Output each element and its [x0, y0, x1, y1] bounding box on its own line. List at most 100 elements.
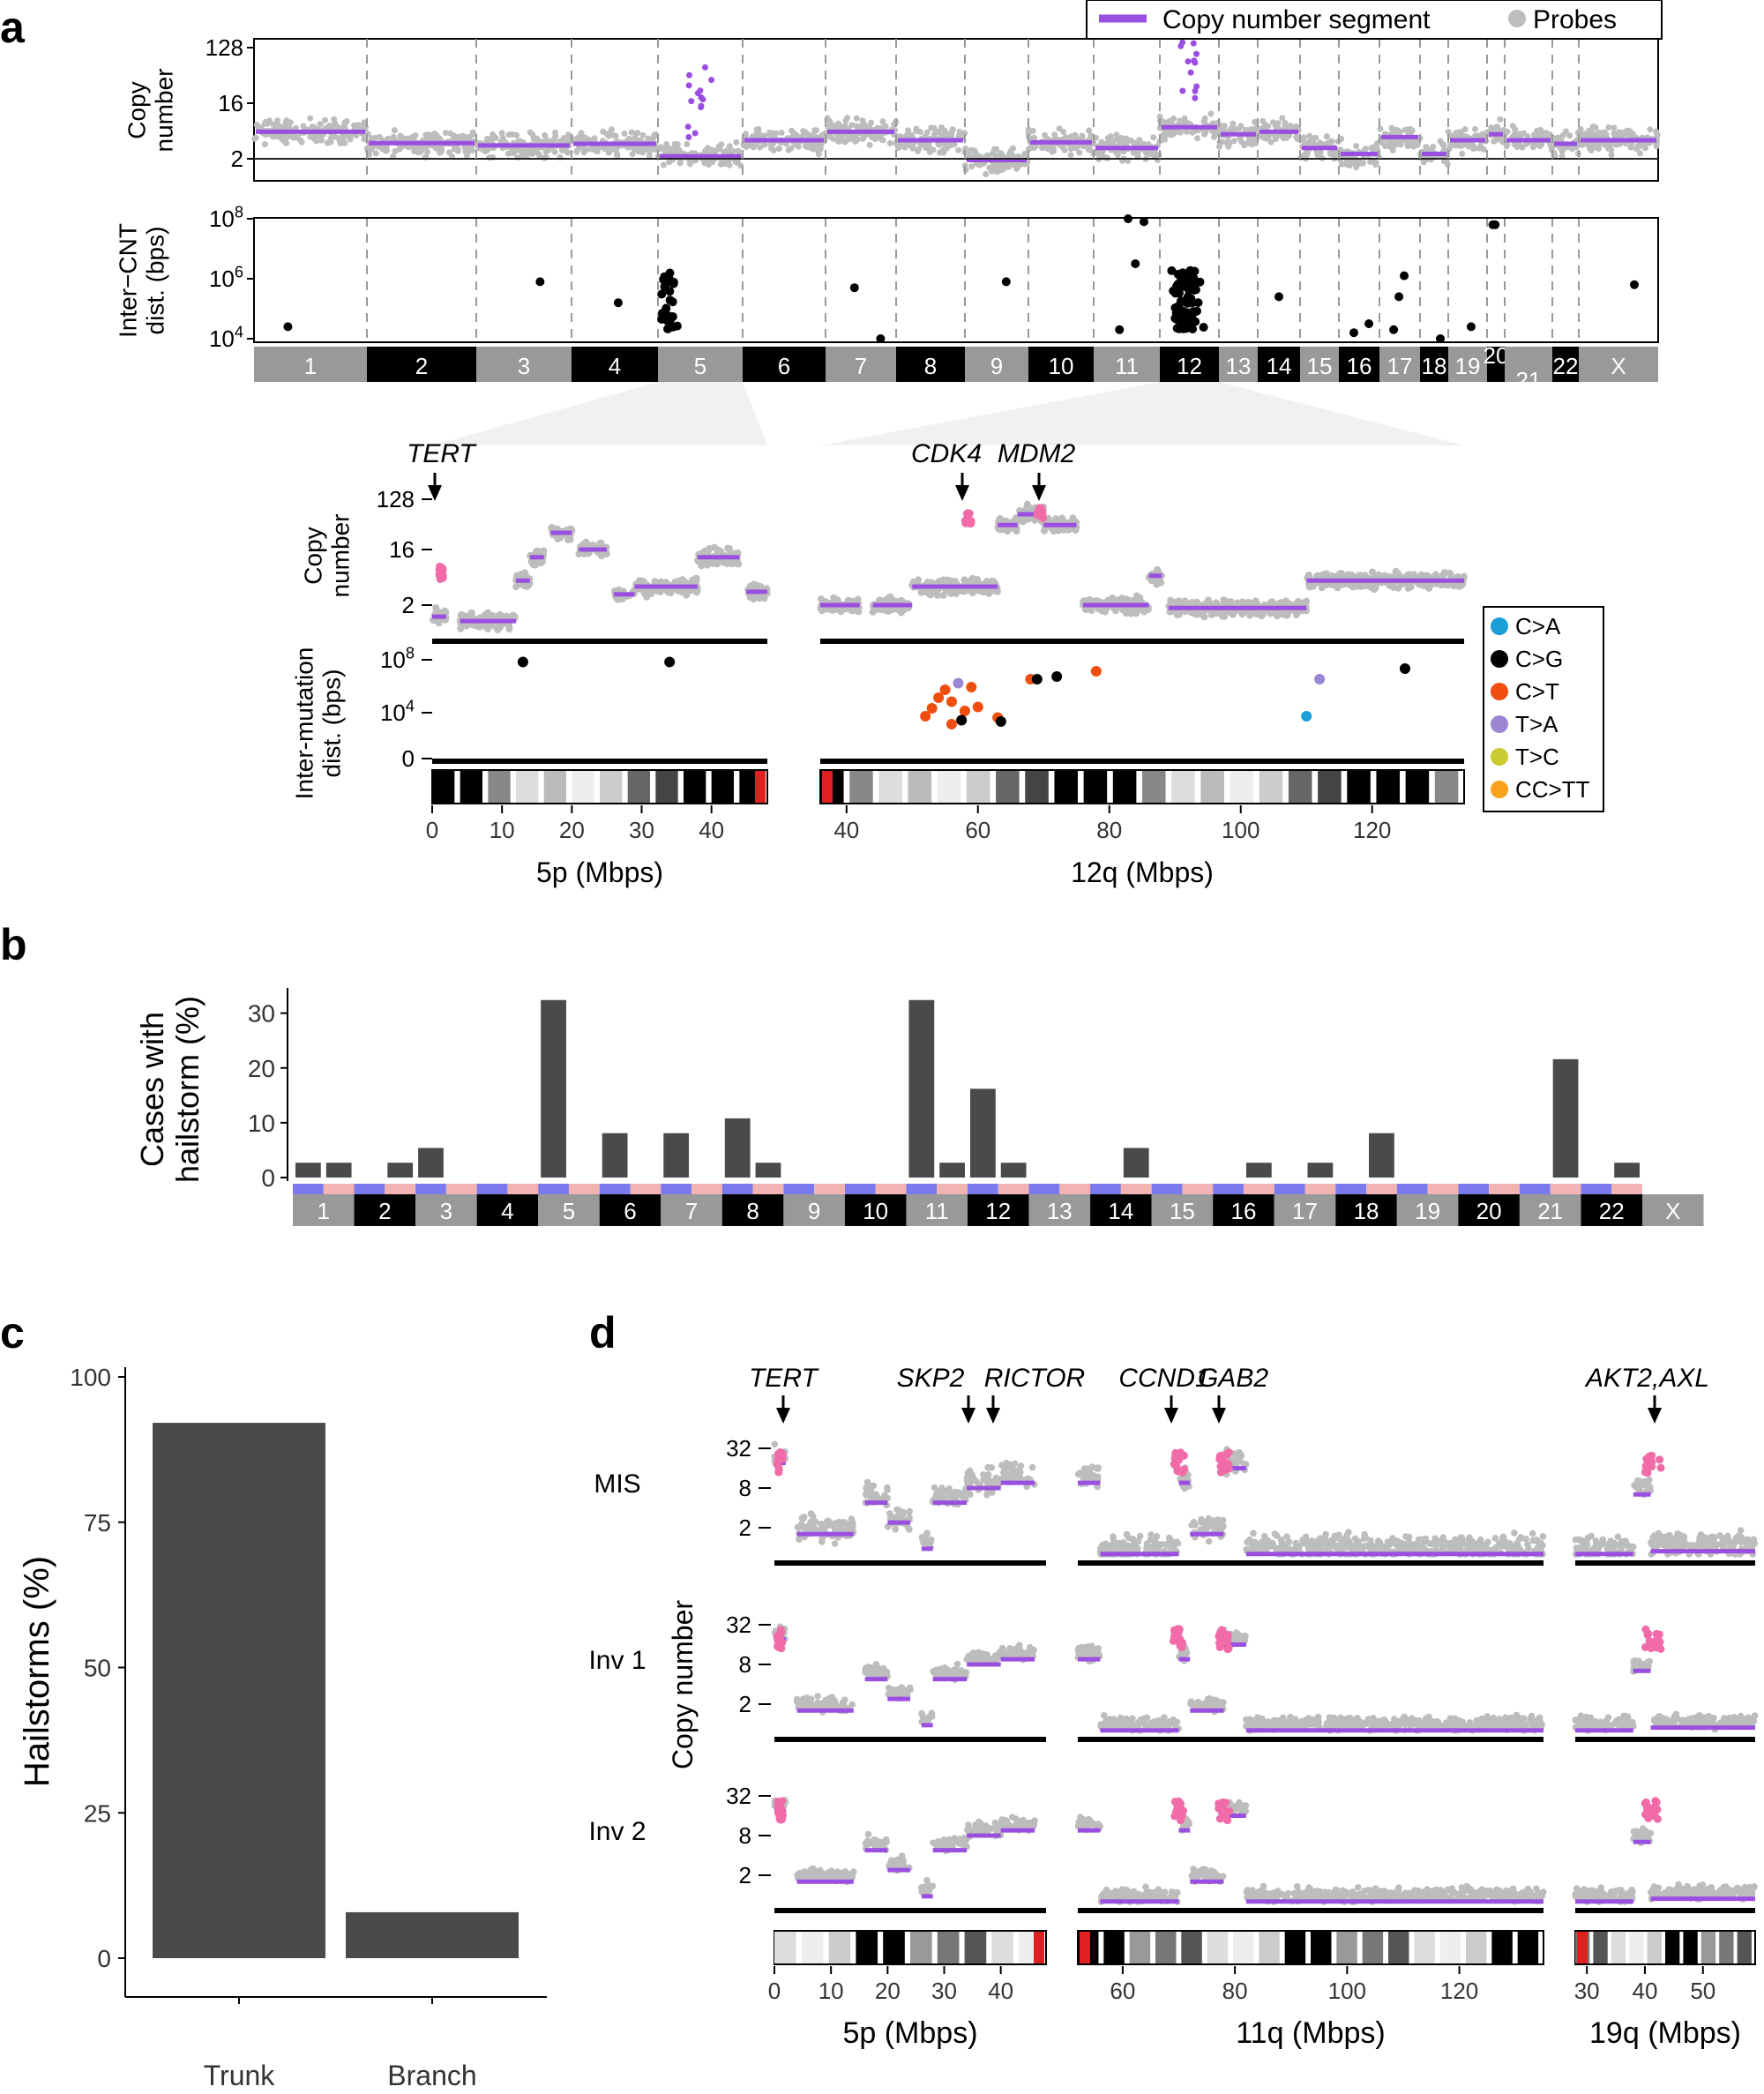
- probe-point: [1377, 125, 1384, 132]
- probe-point: [879, 118, 886, 125]
- probe-point: [686, 71, 692, 79]
- probe-point: [1577, 125, 1584, 132]
- probe-point: [1332, 148, 1339, 155]
- probe-point: [1388, 124, 1395, 131]
- probe-point: [998, 161, 1005, 168]
- mutation-legend-swatch: [1491, 715, 1508, 733]
- intercnt-point: [1488, 220, 1498, 229]
- chrom-label: 4: [501, 1198, 513, 1224]
- chrom-label: 19: [1455, 353, 1481, 379]
- probe-point: [351, 122, 357, 129]
- probe-point: [1025, 126, 1032, 133]
- probe-point: [318, 137, 325, 144]
- arm-strip: [998, 1184, 1029, 1194]
- highlight-point: [966, 520, 975, 528]
- probe-point: [1236, 1455, 1243, 1462]
- probe-point: [612, 132, 619, 139]
- probe-point: [817, 595, 825, 603]
- chrom-label: 2: [415, 353, 428, 379]
- probe-point: [1177, 117, 1184, 124]
- ideogram-band: [488, 771, 511, 803]
- y-tick-label: 2: [402, 592, 415, 618]
- probe-point: [438, 147, 445, 154]
- probe-point: [1102, 1542, 1110, 1549]
- arm-strip: [1489, 1184, 1520, 1194]
- chrom-label: 11: [1115, 353, 1139, 379]
- probe-point: [629, 151, 636, 158]
- hailstorm-bar: [602, 1133, 628, 1178]
- probe-point: [1531, 131, 1537, 138]
- x-tick-label: 100: [1222, 817, 1259, 843]
- probe-point: [868, 1483, 876, 1490]
- probe-point: [974, 576, 981, 583]
- probe-point: [1392, 567, 1400, 575]
- probe-point: [1229, 610, 1237, 618]
- chrom-band: [1339, 347, 1379, 382]
- probe-point: [1274, 120, 1282, 127]
- probe-point: [848, 122, 856, 129]
- probe-point: [1559, 131, 1566, 138]
- chrom-label: 16: [1347, 353, 1372, 379]
- intercnt-cluster-point: [1184, 323, 1193, 333]
- probe-point: [879, 137, 886, 144]
- ideogram-band: [1259, 771, 1283, 803]
- probe-point: [1328, 138, 1335, 145]
- chrom-band: [476, 347, 572, 382]
- probe-point: [1110, 1533, 1117, 1540]
- probe-point: [1444, 161, 1451, 168]
- probe-point: [1447, 142, 1454, 149]
- chrom-label: 17: [1292, 1198, 1318, 1224]
- probe-point: [628, 129, 635, 136]
- probe-point: [918, 1534, 926, 1541]
- probe-point: [1014, 1471, 1021, 1479]
- intercnt-point: [1349, 328, 1359, 338]
- probe-point: [798, 1514, 806, 1522]
- probe-point: [372, 150, 379, 157]
- mutation-point: [946, 719, 957, 729]
- probe-point: [551, 137, 558, 144]
- arm-strip: [354, 1184, 385, 1194]
- gene-label: MDM2: [998, 439, 1076, 468]
- probe-point: [307, 115, 314, 122]
- probe-point: [432, 604, 440, 611]
- probe-point: [415, 149, 422, 155]
- centromere: [755, 771, 766, 803]
- intercnt-point: [1436, 334, 1446, 343]
- chrom-label: 7: [855, 353, 867, 379]
- chrom-band: [1094, 347, 1160, 382]
- probe-point: [1539, 131, 1546, 138]
- probe-point: [1205, 1514, 1213, 1522]
- probe-point: [480, 146, 487, 153]
- x-tick-label: 10: [490, 817, 515, 843]
- probe-point: [943, 130, 950, 137]
- probe-point: [1072, 131, 1079, 138]
- hailstorm-bar: [1307, 1163, 1334, 1178]
- x-tick-label: 0: [426, 817, 438, 843]
- probe-point: [988, 1464, 995, 1471]
- probe-point: [852, 138, 859, 145]
- probe-point: [685, 134, 692, 140]
- probe-point: [519, 572, 527, 580]
- probe-point: [1440, 146, 1447, 153]
- y-tick-label: 0: [261, 1164, 275, 1192]
- probe-point: [1011, 1460, 1019, 1468]
- arm-strip: [968, 1184, 998, 1194]
- probe-point: [956, 128, 963, 135]
- probe-point: [685, 82, 692, 89]
- probe-point: [639, 131, 647, 138]
- probe-point: [552, 129, 558, 136]
- intercnt-cluster-point: [660, 309, 669, 318]
- chrom-label: 15: [1307, 353, 1333, 379]
- highlight-point: [438, 573, 447, 582]
- mutation-legend-label: C>T: [1515, 678, 1559, 705]
- chrom-band: [1300, 347, 1339, 382]
- intercnt-cluster-point: [664, 273, 674, 283]
- arm-strip: [1611, 1184, 1642, 1194]
- probe-point: [960, 1493, 967, 1500]
- probe-point: [1497, 116, 1504, 123]
- highlight-point: [1035, 511, 1043, 520]
- probe-point: [886, 1510, 893, 1517]
- probe-point: [1550, 134, 1557, 141]
- probe-point: [1086, 596, 1094, 603]
